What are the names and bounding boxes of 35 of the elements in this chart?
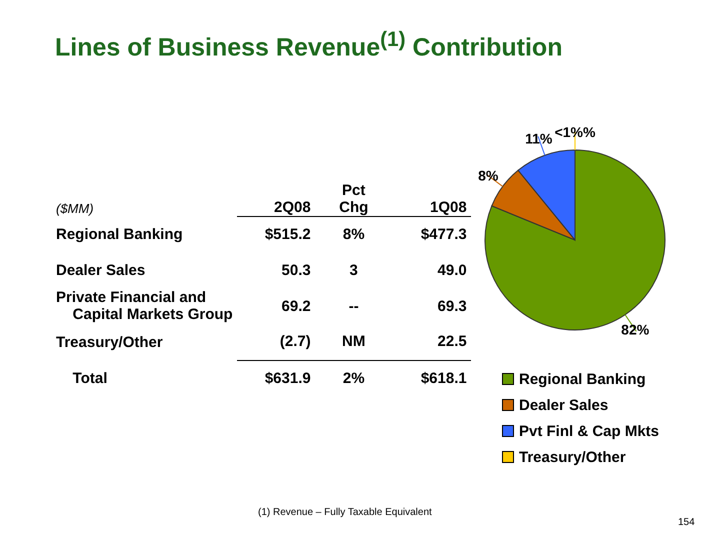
text: 69.3 [436,296,468,316]
text: 154 [678,517,695,528]
text: (2.7) [278,332,312,352]
text: $515.2 [264,224,312,245]
text: Regional Banking [55,224,184,244]
text: 3 [348,260,359,280]
data-label: 82% [621,322,650,338]
text: 49.0 [436,260,468,280]
text: Treasury/Other [55,332,164,352]
text: 8% [342,224,366,245]
text: 1Q08 [392,172,471,216]
text: 2Q08 [236,172,315,216]
text: Total [72,368,108,388]
text: 2% [314,360,393,396]
text: $477.3 [420,224,468,245]
text: -- [348,296,360,316]
text: Pct Chg [314,172,393,216]
legend-label: Pvt Finl & Cap Mkts [519,422,660,440]
text: ($MM) [55,200,95,216]
legend-label: Regional Banking [519,370,646,388]
text: NM [341,332,366,352]
text: (1) Revenue – Fully Taxable Equivalent [258,507,432,518]
text: $618.1 [392,360,471,396]
text: 22.5 [436,332,468,352]
text: 69.2 [280,296,312,316]
text: Private Financial and Capital Markets Group [55,288,234,324]
data-label: 8% [478,168,499,184]
legend-label: Treasury/Other [519,448,626,466]
text: $631.9 [236,360,315,396]
text: 50.3 [280,260,312,280]
data-label: 11% [525,130,553,146]
text: Dealer Sales [55,260,146,280]
text: <1%% [554,124,596,140]
text: Lines of Business Revenue$^{(1)}$ Contribution [55,28,562,62]
legend-label: Dealer Sales [519,396,608,414]
